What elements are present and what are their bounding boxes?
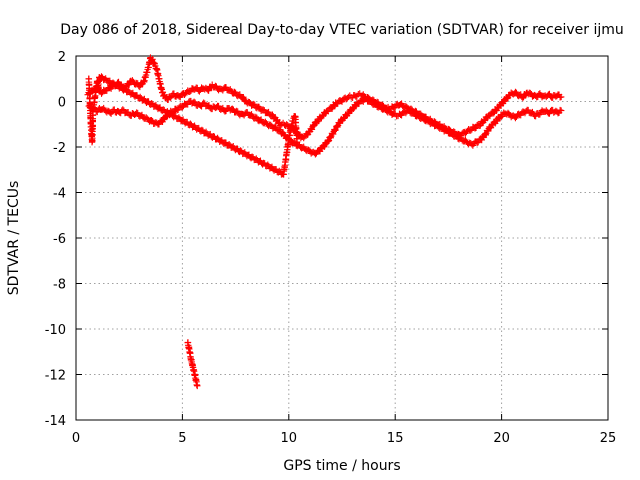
data-point [136, 93, 144, 101]
data-point [237, 147, 244, 154]
y-tick-label: 2 [58, 50, 66, 65]
axis-ticks: 0 5 10 15 20 25 -14 -12 -10 -8 -6 -4 -2 0 2 [45, 50, 617, 446]
series-sdtvar-track-upper [84, 54, 565, 142]
x-tick-label: 15 [387, 431, 404, 446]
data-point [125, 87, 132, 94]
data-point [467, 127, 474, 134]
series-sdtvar-outlier-segment [184, 339, 201, 390]
x-tick-label: 20 [493, 431, 510, 446]
data-point [198, 126, 206, 134]
data-point [271, 123, 279, 131]
y-tick-label: -8 [53, 278, 66, 293]
data-point [250, 100, 257, 108]
data-point [98, 73, 105, 80]
data-point [248, 153, 256, 160]
data-point [325, 138, 332, 145]
data-point [267, 121, 274, 129]
data-point [148, 116, 155, 124]
y-tick-label: -14 [45, 414, 66, 429]
data-point [519, 94, 527, 102]
data-point [319, 112, 327, 120]
data-point [200, 99, 207, 106]
data-point [371, 99, 379, 107]
y-tick-label: -4 [53, 187, 66, 202]
data-point [481, 130, 489, 138]
series-sdtvar-spikes [85, 73, 301, 178]
y-tick-label: -2 [53, 141, 66, 156]
data-point [214, 134, 221, 142]
x-tick-label: 0 [72, 431, 80, 446]
data-point [179, 104, 186, 111]
data-point [340, 115, 348, 122]
data-point [119, 106, 127, 113]
y-axis-label: SDTVAR / TECUs [6, 181, 22, 296]
data-point [260, 106, 267, 113]
x-axis-label: GPS time / hours [283, 458, 400, 474]
data-point [160, 106, 167, 113]
data-point [512, 114, 519, 122]
data-point [190, 98, 198, 106]
data-point [246, 98, 253, 106]
y-tick-label: -12 [45, 369, 66, 384]
data-point [148, 99, 155, 107]
data-point [557, 93, 565, 101]
y-tick-label: -6 [53, 232, 66, 247]
data-point [490, 110, 497, 117]
chart-title: Day 086 of 2018, Sidereal Day-to-day VTE… [60, 22, 624, 38]
data-point [231, 88, 238, 96]
x-tick-label: 5 [178, 431, 186, 446]
data-point [504, 95, 511, 102]
data-point [452, 131, 460, 139]
data-point [527, 89, 534, 97]
data-point [98, 90, 105, 97]
data-point [187, 120, 194, 127]
data-point [471, 125, 479, 132]
data-point [225, 140, 233, 148]
data-point [269, 111, 276, 118]
x-tick-label: 10 [281, 431, 298, 446]
data-point [512, 88, 519, 96]
data-point [304, 131, 311, 139]
data-point [252, 113, 260, 121]
y-tick-label: -10 [45, 323, 66, 338]
y-tick-label: 0 [58, 96, 66, 111]
data-point [429, 119, 436, 126]
data-point [194, 382, 201, 390]
data-point [264, 161, 271, 168]
data-point [557, 107, 565, 114]
data-point [326, 133, 334, 141]
data-point [491, 119, 498, 126]
data-point [186, 88, 194, 96]
data-point [109, 79, 117, 86]
data-point [175, 114, 183, 121]
data-marks [84, 54, 565, 390]
data-point [229, 105, 236, 112]
data-point [294, 141, 301, 148]
data-point [473, 139, 481, 147]
data-point [312, 151, 319, 158]
data-point [334, 123, 341, 131]
x-tick-label: 25 [600, 431, 617, 446]
